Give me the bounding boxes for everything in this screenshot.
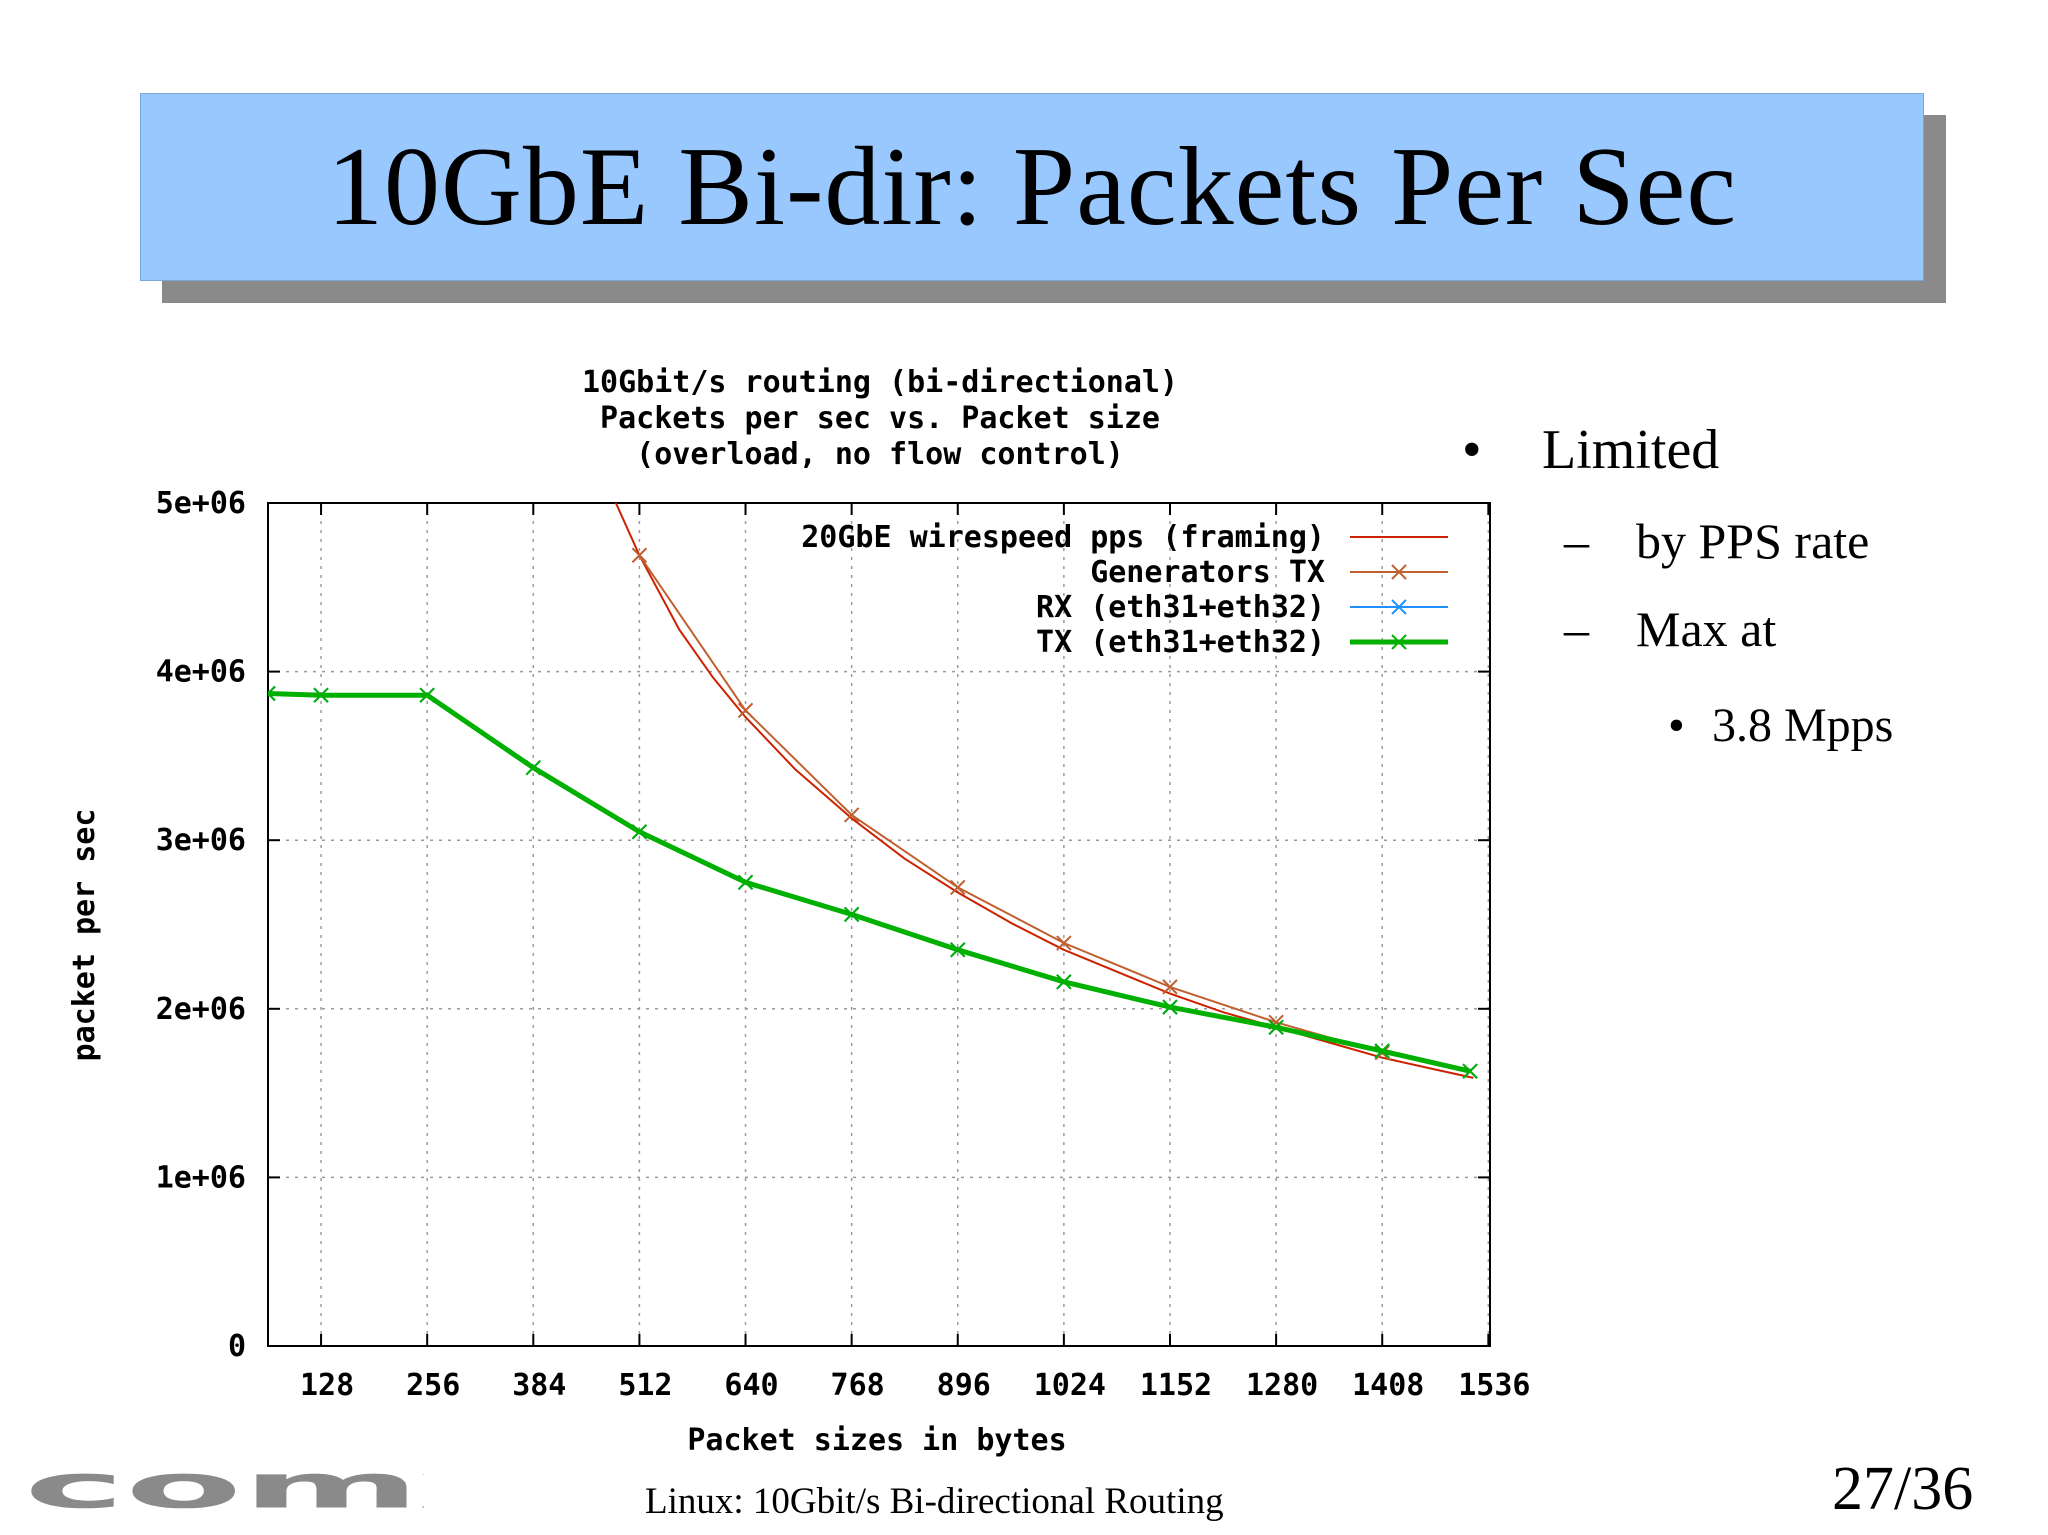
title-banner: 10GbE Bi-dir: Packets Per Sec	[140, 93, 1924, 281]
data-point-tx	[843, 906, 860, 923]
chart-title-line-3: (overload, no flow control)	[636, 437, 1124, 472]
data-point-generators	[1056, 935, 1072, 951]
x-tick-label: 128	[300, 1368, 354, 1403]
bullet-dash-icon: –	[1564, 601, 1589, 657]
x-tick-label: 768	[831, 1368, 885, 1403]
x-tick-label: 1152	[1140, 1368, 1212, 1403]
y-tick-label: 2e+06	[156, 992, 246, 1027]
data-point-tx	[419, 687, 435, 703]
data-point-tx	[525, 759, 541, 776]
legend-marker	[1391, 564, 1407, 580]
data-point-generators	[1162, 979, 1178, 995]
x-tick-label: 1408	[1352, 1368, 1424, 1403]
x-tick-label: 256	[406, 1368, 460, 1403]
y-tick-label: 1e+06	[156, 1160, 246, 1195]
y-tick-label: 5e+06	[156, 486, 246, 521]
chart-title: 10Gbit/s routing (bi-directional) Packet…	[582, 365, 1178, 472]
legend-marker	[1391, 634, 1407, 650]
svg-text:x: x	[420, 1470, 424, 1522]
y-tick-label: 0	[228, 1329, 246, 1364]
data-point-tx	[950, 942, 966, 958]
data-point-tx	[1462, 1063, 1478, 1079]
y-tick-label: 3e+06	[156, 823, 246, 858]
legend-label: TX (eth31+eth32)	[1036, 625, 1325, 660]
chart-title-line-1: 10Gbit/s routing (bi-directional)	[582, 365, 1178, 400]
bullet-text: Max at	[1636, 601, 1777, 657]
data-point-generators	[843, 807, 860, 823]
chart-title-line-2: Packets per sec vs. Packet size	[600, 401, 1160, 436]
bullet-text: 3.8 Mpps	[1712, 699, 1894, 752]
data-point-tx	[1056, 974, 1072, 990]
series-group	[268, 503, 1478, 1079]
x-axis-label: Packet sizes in bytes	[687, 1423, 1066, 1458]
x-tick-label: 896	[937, 1368, 991, 1403]
x-tick-label: 512	[618, 1368, 672, 1403]
series-wirespeed	[614, 503, 1474, 1079]
legend-label: Generators TX	[1090, 555, 1325, 590]
plot-frame	[267, 502, 1491, 1347]
bullet-text: by PPS rate	[1636, 513, 1870, 569]
x-tick-label: 384	[512, 1368, 566, 1403]
data-point-generators	[631, 547, 648, 563]
y-tick-label: 4e+06	[156, 655, 246, 690]
bullet-text: Limited	[1542, 419, 1720, 481]
data-point-tx	[737, 874, 754, 891]
data-point-tx	[313, 687, 329, 703]
data-point-generators	[737, 702, 754, 719]
series-tx	[268, 685, 1478, 1079]
series-rx	[268, 685, 1478, 1079]
x-tick-label: 1024	[1034, 1368, 1106, 1403]
grid	[268, 503, 1490, 1346]
series-line-tx	[268, 691, 1471, 1074]
bullet-dash-icon: –	[1564, 513, 1589, 569]
data-point-tx	[1162, 999, 1178, 1015]
series-line-rx	[268, 692, 1471, 1073]
legend-marker	[1391, 599, 1407, 615]
y-axis-label: packet per sec	[67, 809, 102, 1062]
page-number: 27/36	[1832, 1455, 1974, 1523]
x-tick-label: 1280	[1246, 1368, 1318, 1403]
svg-text:com: com	[24, 1470, 420, 1522]
bullet-dot-icon: •	[1668, 699, 1685, 752]
x-tick-label: 640	[724, 1368, 778, 1403]
data-point-generators	[950, 879, 966, 896]
data-point-tx	[1374, 1043, 1390, 1059]
x-tick-label: 1536	[1458, 1368, 1530, 1403]
footer-text: Linux: 10Gbit/s Bi-directional Routing	[645, 1481, 1224, 1522]
slide-title: 10GbE Bi-dir: Packets Per Sec	[326, 124, 1738, 249]
data-point-tx	[1268, 1019, 1284, 1036]
data-point-tx	[631, 824, 648, 840]
data-point-tx	[268, 685, 276, 702]
bullet-dot-icon: •	[1462, 419, 1482, 481]
comx-logo: com x	[24, 1470, 424, 1522]
axis-ticks: 128 256 384 512 640 768 896 1024 1152 1280 1408 153…	[156, 486, 1531, 1403]
legend-label: 20GbE wirespeed pps (framing)	[801, 520, 1325, 555]
series-line-wirespeed	[614, 503, 1474, 1079]
legend-label: RX (eth31+eth32)	[1036, 590, 1325, 625]
legend: 20GbE wirespeed pps (framing)Generators …	[801, 520, 1448, 660]
